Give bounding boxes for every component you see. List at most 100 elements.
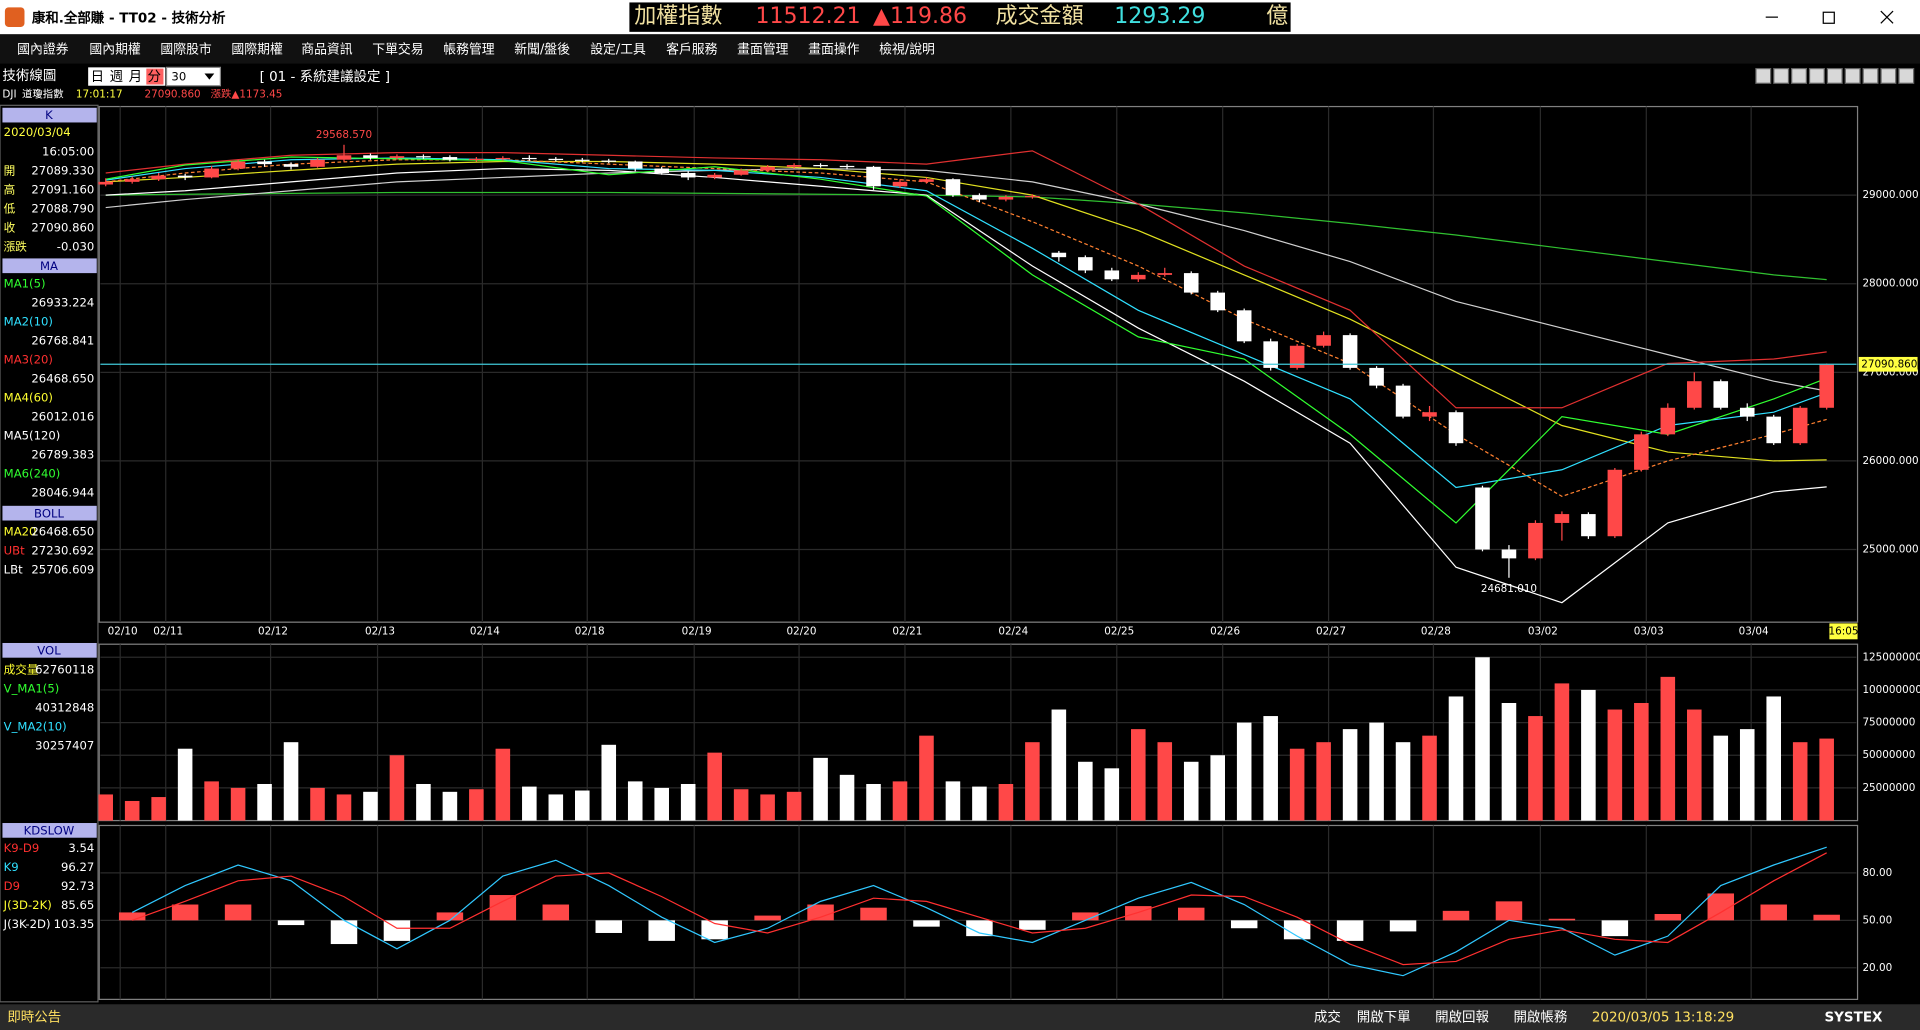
menu-item[interactable]: 設定/工具 bbox=[590, 42, 646, 58]
candle-body bbox=[1819, 364, 1834, 408]
x-tick-label: 02/26 bbox=[1210, 625, 1240, 637]
volume-bar bbox=[1183, 761, 1199, 821]
row-value: -0.030 bbox=[57, 239, 94, 253]
row-label: MA2(10) bbox=[4, 315, 53, 329]
row-label: K9-D9 bbox=[4, 841, 40, 855]
menu-item[interactable]: 畫面操作 bbox=[808, 42, 860, 58]
kd-diff-bar bbox=[807, 904, 834, 921]
tool-icon[interactable] bbox=[1826, 67, 1843, 84]
volume-bar bbox=[177, 748, 193, 821]
menu-item[interactable]: 國際股市 bbox=[160, 42, 212, 58]
volume-bar bbox=[310, 787, 325, 821]
row-value: 27230.692 bbox=[31, 544, 94, 558]
candle-body bbox=[1739, 407, 1755, 417]
window-controls[interactable] bbox=[1765, 10, 1894, 24]
close[interactable] bbox=[1880, 10, 1894, 24]
end-label-box bbox=[1829, 623, 1858, 640]
setting[interactable]: [ 01 - 系統建議設定 ] bbox=[260, 68, 390, 85]
candle-body bbox=[601, 160, 617, 162]
panel-header bbox=[2, 107, 97, 123]
period-selected[interactable] bbox=[146, 68, 164, 85]
interval[interactable]: 30 bbox=[171, 70, 186, 84]
tool-icon[interactable] bbox=[1791, 67, 1807, 84]
volume-bar bbox=[1607, 709, 1623, 821]
tool-icon[interactable] bbox=[1898, 67, 1915, 84]
kd-diff-bar bbox=[1336, 920, 1364, 941]
status-button[interactable]: 開啟回報 bbox=[1435, 1010, 1489, 1026]
kd-diff-bar bbox=[1495, 901, 1523, 921]
status-button[interactable]: 開啟帳務 bbox=[1513, 1010, 1567, 1026]
menu-item[interactable]: 畫面管理 bbox=[737, 43, 789, 58]
volume-bar bbox=[1581, 689, 1596, 821]
kd-diff-bar bbox=[1283, 920, 1311, 940]
candle-body bbox=[1289, 345, 1305, 368]
kd-diff-bar bbox=[277, 920, 305, 926]
row-label: MA4(60) bbox=[4, 391, 53, 405]
notice[interactable]: 即時公告 bbox=[7, 1010, 61, 1026]
menu-item[interactable]: 商品資訊 bbox=[301, 43, 353, 58]
menu-item[interactable]: 新聞/盤後 bbox=[514, 42, 570, 58]
info-price: 27090.860 bbox=[144, 88, 200, 100]
period[interactable]: 月 bbox=[129, 69, 142, 85]
kd-diff-bar bbox=[595, 920, 622, 933]
tool-icon[interactable] bbox=[1844, 67, 1861, 84]
interval-box[interactable] bbox=[165, 66, 222, 87]
volume-bar bbox=[257, 783, 272, 821]
volume-bar bbox=[839, 774, 855, 821]
period[interactable]: 日 bbox=[91, 69, 104, 85]
volume-bar bbox=[627, 781, 643, 821]
y-tick-label: 25000.000 bbox=[1862, 544, 1918, 556]
ma-line bbox=[105, 156, 1827, 524]
volume-bar bbox=[892, 781, 908, 821]
volume-bar bbox=[1236, 722, 1252, 821]
volume-bar bbox=[1792, 742, 1808, 821]
volume-bar bbox=[548, 794, 564, 821]
candle-body bbox=[1554, 514, 1570, 523]
candle-body bbox=[680, 172, 696, 178]
menu-item[interactable]: 下單交易 bbox=[372, 42, 423, 58]
menu-item[interactable]: 國內證券 bbox=[17, 42, 69, 58]
volume-bar bbox=[363, 791, 378, 821]
volume-bar bbox=[336, 794, 352, 821]
y-tick-label: 29000.000 bbox=[1862, 189, 1918, 201]
candle-body bbox=[1687, 381, 1702, 408]
volume-bar bbox=[151, 797, 166, 821]
period[interactable]: 週 bbox=[110, 69, 123, 85]
tool-icon[interactable] bbox=[1880, 67, 1897, 84]
volume-bar bbox=[204, 781, 219, 821]
status-button[interactable]: 成交 bbox=[1314, 1009, 1341, 1026]
tool-icon[interactable] bbox=[1755, 67, 1772, 84]
menu-item[interactable]: 帳務管理 bbox=[443, 43, 495, 58]
tool-icon[interactable] bbox=[1773, 67, 1790, 84]
tool-icons[interactable] bbox=[1755, 67, 1915, 84]
y-tick-label: 50000000 bbox=[1862, 749, 1915, 761]
candle-body bbox=[654, 168, 669, 173]
dropdown-arrow[interactable] bbox=[204, 73, 215, 80]
plots: 25000.00026000.00027000.00028000.0002900… bbox=[98, 105, 1920, 1000]
period[interactable]: 分 bbox=[148, 69, 161, 85]
volume-bar bbox=[98, 794, 113, 821]
candle-body bbox=[1157, 273, 1173, 275]
y-tick-label: 125000000 bbox=[1862, 651, 1920, 663]
tool-icon[interactable] bbox=[1808, 67, 1825, 84]
period-box[interactable] bbox=[88, 67, 166, 86]
candle-body bbox=[1528, 522, 1543, 559]
menu-item[interactable]: 客戶服務 bbox=[666, 42, 718, 58]
restore[interactable] bbox=[1822, 11, 1835, 24]
menu-item[interactable]: 檢視/說明 bbox=[879, 42, 935, 58]
status-button[interactable]: 開啟下單 bbox=[1357, 1010, 1411, 1026]
tool-icon[interactable] bbox=[1862, 67, 1879, 84]
symbol: DJI bbox=[2, 88, 16, 100]
candle-body bbox=[1183, 273, 1199, 293]
kd-diff-bar bbox=[1548, 918, 1576, 921]
ticker-box bbox=[629, 2, 1291, 32]
row-label: MA5(120) bbox=[4, 429, 61, 443]
datetime: 2020/03/05 13:18:29 bbox=[1592, 1010, 1734, 1026]
candle-body bbox=[1422, 412, 1437, 417]
menu-item[interactable]: 國際期權 bbox=[231, 43, 283, 58]
menu-item[interactable]: 國內期權 bbox=[89, 43, 141, 58]
volume-bar bbox=[1501, 702, 1517, 821]
kd-diff-bar bbox=[224, 904, 252, 921]
ticker-value: 11512.21 bbox=[756, 4, 861, 29]
kd-diff-bar bbox=[1442, 910, 1470, 921]
